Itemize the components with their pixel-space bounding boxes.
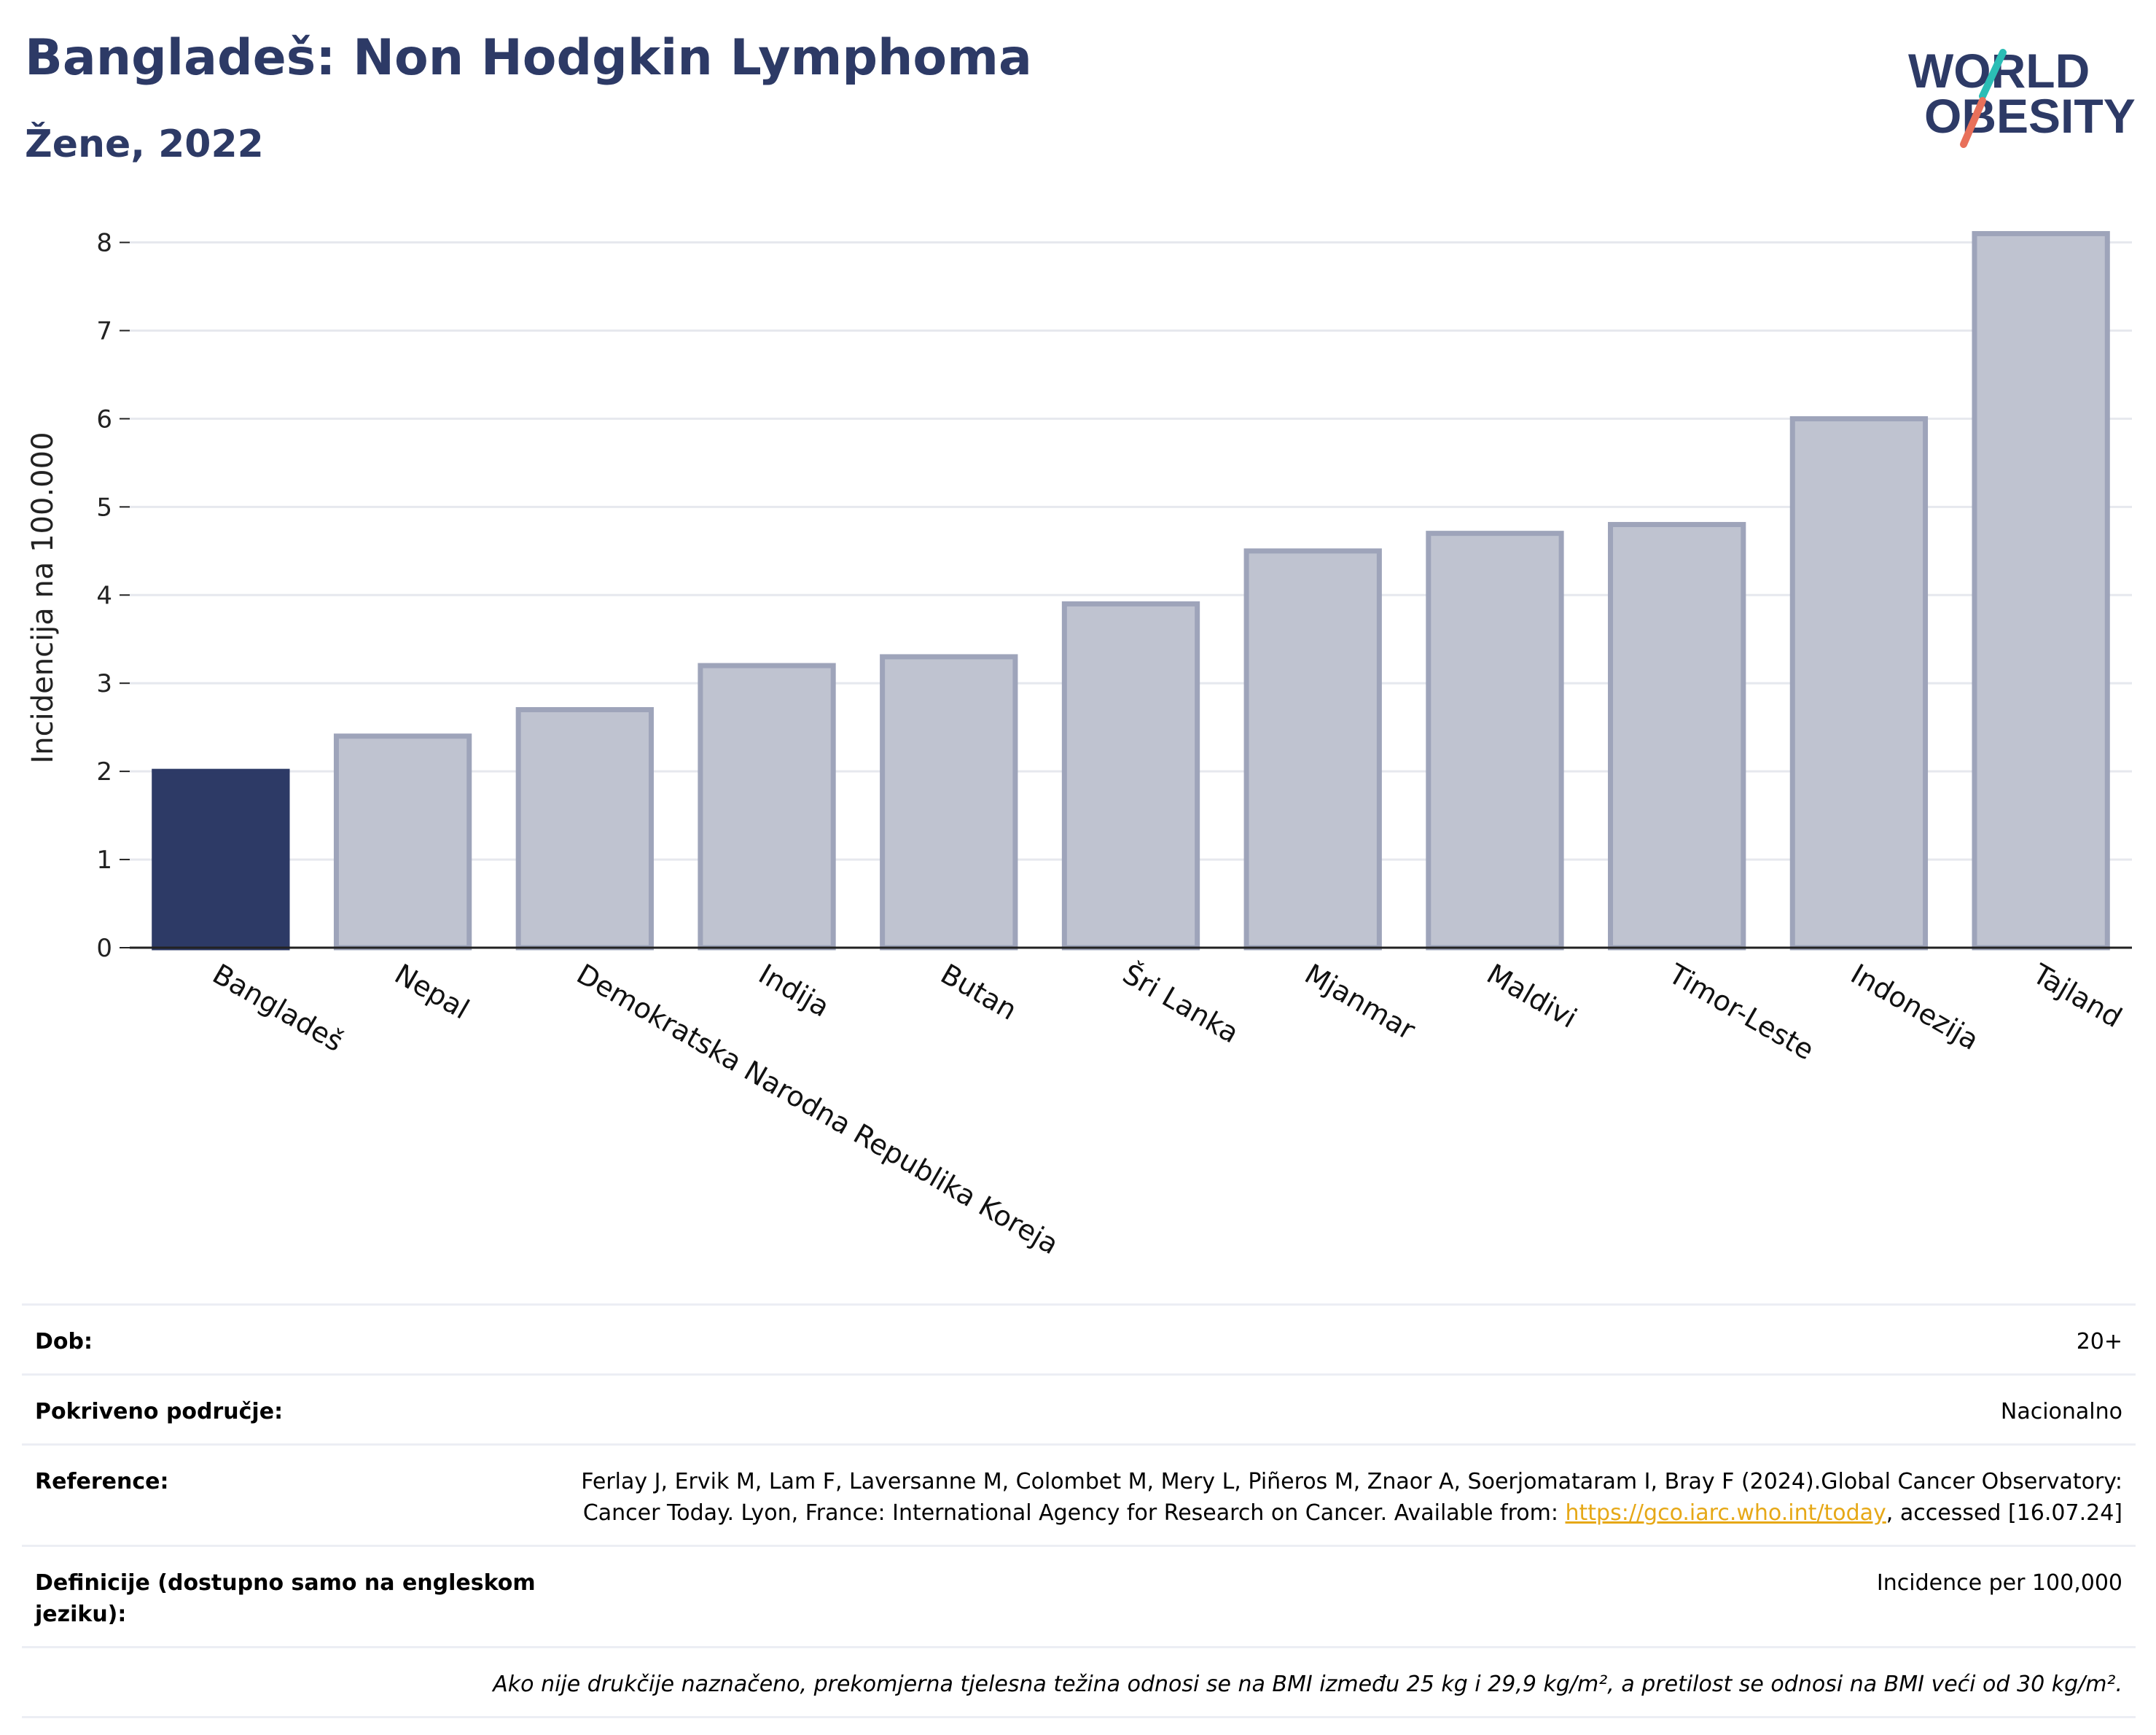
y-tick-label: 6 xyxy=(96,405,112,434)
y-tick-label: 0 xyxy=(96,934,112,963)
meta-value: Incidence per 100,000 xyxy=(1876,1570,2122,1596)
meta-key: Dob: xyxy=(35,1329,93,1354)
footnote: Ako nije drukčije naznačeno, prekomjerna… xyxy=(493,1672,2122,1697)
logo-line2: OBESITY xyxy=(1924,89,2136,143)
bar xyxy=(152,768,290,951)
x-tick-label: Timor-Leste xyxy=(1663,957,1819,1066)
metadata-table: Dob: 20+ Pokriveno područje: Nacionalno … xyxy=(22,1303,2136,1718)
bar xyxy=(698,663,836,951)
bar xyxy=(333,733,472,951)
x-tick-label: Tajland xyxy=(2027,957,2128,1034)
page-title: Bangladeš: Non Hodgkin Lymphoma xyxy=(25,29,1032,87)
x-tick-label: Maldivi xyxy=(1481,958,1582,1034)
page-subtitle: Žene, 2022 xyxy=(25,122,264,166)
reference-accessed: , accessed [16.07.24] xyxy=(1886,1500,2122,1526)
reference-link[interactable]: https://gco.iarc.who.int/today xyxy=(1565,1500,1886,1526)
y-tick-label: 7 xyxy=(96,316,112,346)
bar xyxy=(1061,601,1200,951)
meta-key: Pokriveno područje: xyxy=(35,1399,284,1424)
x-tick-label: Šri Lanka xyxy=(1117,958,1244,1050)
meta-value: Ferlay J, Ervik M, Lam F, Laversanne M, … xyxy=(545,1466,2122,1529)
meta-value: 20+ xyxy=(2076,1329,2122,1354)
bar xyxy=(515,706,654,951)
bar xyxy=(1243,548,1382,951)
meta-row-note: Ako nije drukčije naznačeno, prekomjerna… xyxy=(22,1646,2136,1718)
y-axis-label: Incidencija na 100.000 xyxy=(26,432,60,763)
x-tick-label: Butan xyxy=(935,958,1022,1026)
y-tick-label: 2 xyxy=(96,757,112,787)
bar-chart: 0 1 2 3 4 5 6 7 8 Incidencija na 100.000 Bangladeš… xyxy=(26,229,2132,1260)
x-tick-label: Bangladeš xyxy=(207,958,348,1058)
logo-slash-bottom xyxy=(1960,97,1986,148)
y-tick-label: 3 xyxy=(96,669,112,698)
x-tick-label: Mjanmar xyxy=(1300,958,1421,1047)
meta-value: Nacionalno xyxy=(2000,1399,2122,1424)
bar xyxy=(1972,230,2110,951)
bar xyxy=(1426,531,1564,951)
bar xyxy=(880,654,1018,951)
meta-row-reference: Reference: Ferlay J, Ervik M, Lam F, Lav… xyxy=(22,1443,2136,1545)
bar xyxy=(1608,522,1746,951)
logo-slash-top xyxy=(1979,49,2007,100)
y-tick-label: 4 xyxy=(96,581,112,610)
world-obesity-logo: WORLD OBESITY xyxy=(1908,44,2136,148)
x-tick-label: Nepal xyxy=(389,958,474,1026)
y-tick-label: 5 xyxy=(96,493,112,522)
meta-key: Reference: xyxy=(35,1469,169,1494)
reference-text: Ferlay J, Ervik M, Lam F, Laversanne M, … xyxy=(581,1469,2122,1526)
meta-row-coverage: Pokriveno područje: Nacionalno xyxy=(22,1373,2136,1443)
meta-row-definitions: Definicije (dostupno samo na engleskom j… xyxy=(22,1545,2136,1646)
y-tick-label: 1 xyxy=(96,846,112,875)
x-tick-label: Indonezija xyxy=(1846,958,1984,1056)
y-tick-label: 8 xyxy=(96,229,112,258)
meta-key: Definicije (dostupno samo na engleskom j… xyxy=(35,1570,536,1627)
meta-row-age: Dob: 20+ xyxy=(22,1303,2136,1373)
x-tick-label: Indija xyxy=(754,958,835,1024)
bar xyxy=(1789,416,1929,951)
